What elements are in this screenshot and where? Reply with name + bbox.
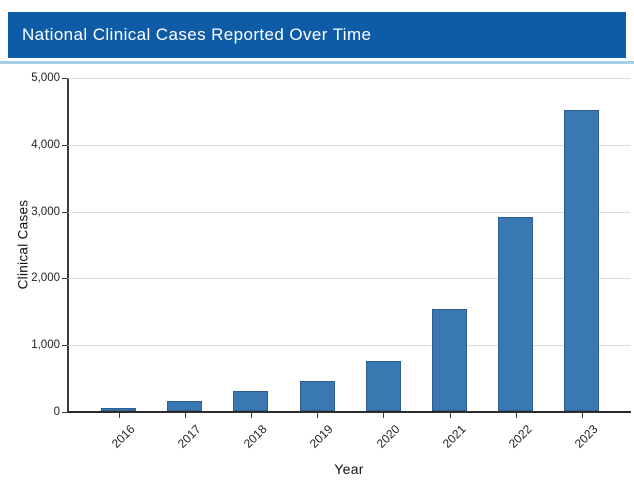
x-tick-mark — [515, 413, 517, 418]
chart-header: National Clinical Cases Reported Over Ti… — [8, 12, 626, 58]
bar-2022 — [498, 216, 534, 411]
y-tick-mark — [62, 278, 68, 280]
bar-2020 — [365, 360, 401, 411]
chart-title: National Clinical Cases Reported Over Ti… — [22, 25, 372, 44]
x-tick-label: 2020 — [373, 422, 403, 451]
bar-2016 — [101, 407, 136, 411]
gridline — [68, 144, 630, 146]
y-tick-label: 0 — [53, 406, 60, 418]
gridline — [68, 345, 630, 347]
x-tick-label: 2022 — [505, 422, 535, 451]
y-tick-label: 5,000 — [31, 72, 60, 84]
x-tick-mark — [250, 413, 252, 418]
x-tick-label: 2023 — [572, 422, 601, 451]
y-tick-mark — [62, 345, 68, 347]
y-axis-title: Clinical Cases — [15, 199, 31, 290]
y-tick-label: 2,000 — [31, 272, 60, 285]
y-tick-mark — [62, 78, 68, 79]
y-tick-label: 4,000 — [31, 138, 60, 151]
plot-area: 0 1,000 2,000 3,000 4,000 5,000 2016 2017 2018 20… — [31, 72, 631, 451]
y-tick-mark — [62, 211, 68, 213]
y-tick-mark — [62, 144, 68, 146]
bar-2018 — [233, 390, 269, 411]
bar-2017 — [167, 400, 203, 411]
bar-2023 — [564, 110, 600, 411]
x-axis-spine — [67, 411, 631, 413]
header-underline — [0, 61, 634, 64]
x-tick-mark — [581, 413, 583, 418]
x-tick-mark — [184, 413, 186, 418]
y-tick-label: 3,000 — [31, 205, 60, 218]
bar-2021 — [432, 308, 467, 411]
x-tick-mark — [118, 413, 120, 418]
x-tick-mark — [449, 413, 451, 418]
x-tick-label: 2021 — [439, 422, 469, 451]
gridline — [68, 278, 630, 280]
gridline — [68, 78, 630, 79]
bar-2019 — [299, 380, 335, 411]
y-axis-spine — [67, 78, 69, 413]
x-tick-label: 2019 — [307, 422, 337, 451]
x-tick-mark — [383, 413, 385, 418]
x-tick-label: 2017 — [174, 422, 204, 451]
y-tick-label: 1,000 — [31, 339, 60, 352]
gridline — [68, 211, 630, 213]
x-tick-mark — [317, 413, 319, 418]
y-tick-mark — [62, 412, 68, 413]
x-tick-label: 2018 — [241, 422, 270, 451]
x-tick-label: 2016 — [108, 422, 138, 451]
x-axis-title: Year — [334, 461, 364, 477]
